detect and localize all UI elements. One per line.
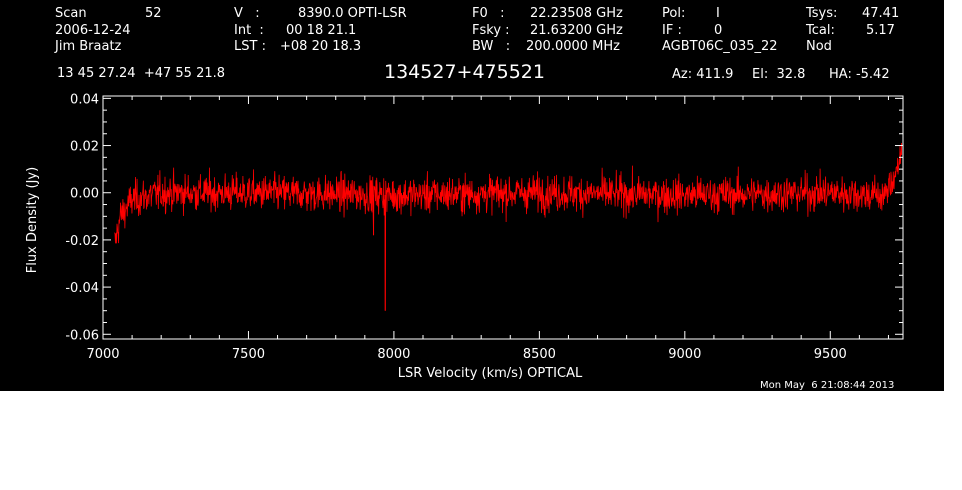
source-name: 134527+475521 [384, 61, 545, 83]
scan-value: 52 [145, 6, 162, 21]
y-tick-label: -0.04 [65, 281, 99, 296]
sky-frequency-label: Fsky : [472, 23, 510, 38]
x-tick-label: 8500 [523, 347, 556, 362]
sky-frequency-value: 21.63200 GHz [530, 23, 623, 38]
tcal-label: Tcal: [806, 23, 835, 38]
rest-frequency-label: F0 : [472, 6, 505, 21]
tsys-value: 47.41 [862, 6, 900, 21]
x-tick-label: 9000 [668, 347, 701, 362]
x-tick-label: 7500 [232, 347, 265, 362]
azimuth: Az: 411.9 [672, 67, 734, 82]
if-label: IF : [662, 23, 682, 38]
observer-name: Jim Braatz [55, 39, 122, 54]
lst-label: LST : [234, 39, 266, 54]
y-tick-label: 0.02 [70, 140, 99, 155]
source-coordinates: 13 45 27.24 +47 55 21.8 [57, 66, 226, 81]
tcal-value: 5.17 [866, 23, 895, 38]
y-axis-title: Flux Density (Jy) [25, 167, 40, 273]
rest-frequency-value: 22.23508 GHz [530, 6, 623, 21]
spectrum-chart: 7000 7500 8000 8500 9000 9500 -0.06 -0.04 -0.02 0… [25, 92, 904, 381]
y-tick-label: -0.06 [65, 328, 99, 343]
project-id: AGBT06C_035_22 [662, 39, 778, 54]
spectrum-layer [114, 143, 903, 311]
velocity-label: V : [234, 6, 260, 21]
observing-mode: Nod [806, 39, 832, 54]
scan-label: Scan [55, 6, 87, 21]
bandwidth-value: 200.0000 MHz [526, 39, 620, 54]
y-tick-label: 0.00 [70, 187, 99, 202]
x-tick-label: 7000 [86, 347, 119, 362]
bandwidth-label: BW : [472, 39, 511, 54]
integration-label: Int : [234, 23, 264, 38]
plot-timestamp: Mon May 6 21:08:44 2013 [760, 380, 895, 391]
x-tick-label: 8000 [377, 347, 410, 362]
polarization-label: Pol: [662, 6, 686, 21]
axes-layer: 7000 7500 8000 8500 9000 9500 -0.06 -0.04 -0.02 0… [65, 92, 904, 362]
spectrum-trace [114, 143, 902, 311]
observation-date: 2006-12-24 [55, 23, 131, 38]
velocity-value: 8390.0 OPTI-LSR [298, 6, 407, 21]
polarization-value: I [716, 6, 720, 21]
y-tick-label: 0.04 [70, 92, 99, 107]
lst-value: +08 20 18.3 [280, 39, 362, 54]
tsys-label: Tsys: [806, 6, 838, 21]
if-value: 0 [714, 23, 723, 38]
x-axis-title: LSR Velocity (km/s) OPTICAL [398, 366, 583, 381]
x-tick-label: 9500 [814, 347, 847, 362]
plot-frame [102, 95, 904, 340]
integration-value: 00 18 21.1 [286, 23, 357, 38]
y-tick-label: -0.02 [65, 234, 99, 249]
elevation: El: 32.8 [752, 67, 806, 82]
hour-angle: HA: -5.42 [829, 67, 890, 82]
